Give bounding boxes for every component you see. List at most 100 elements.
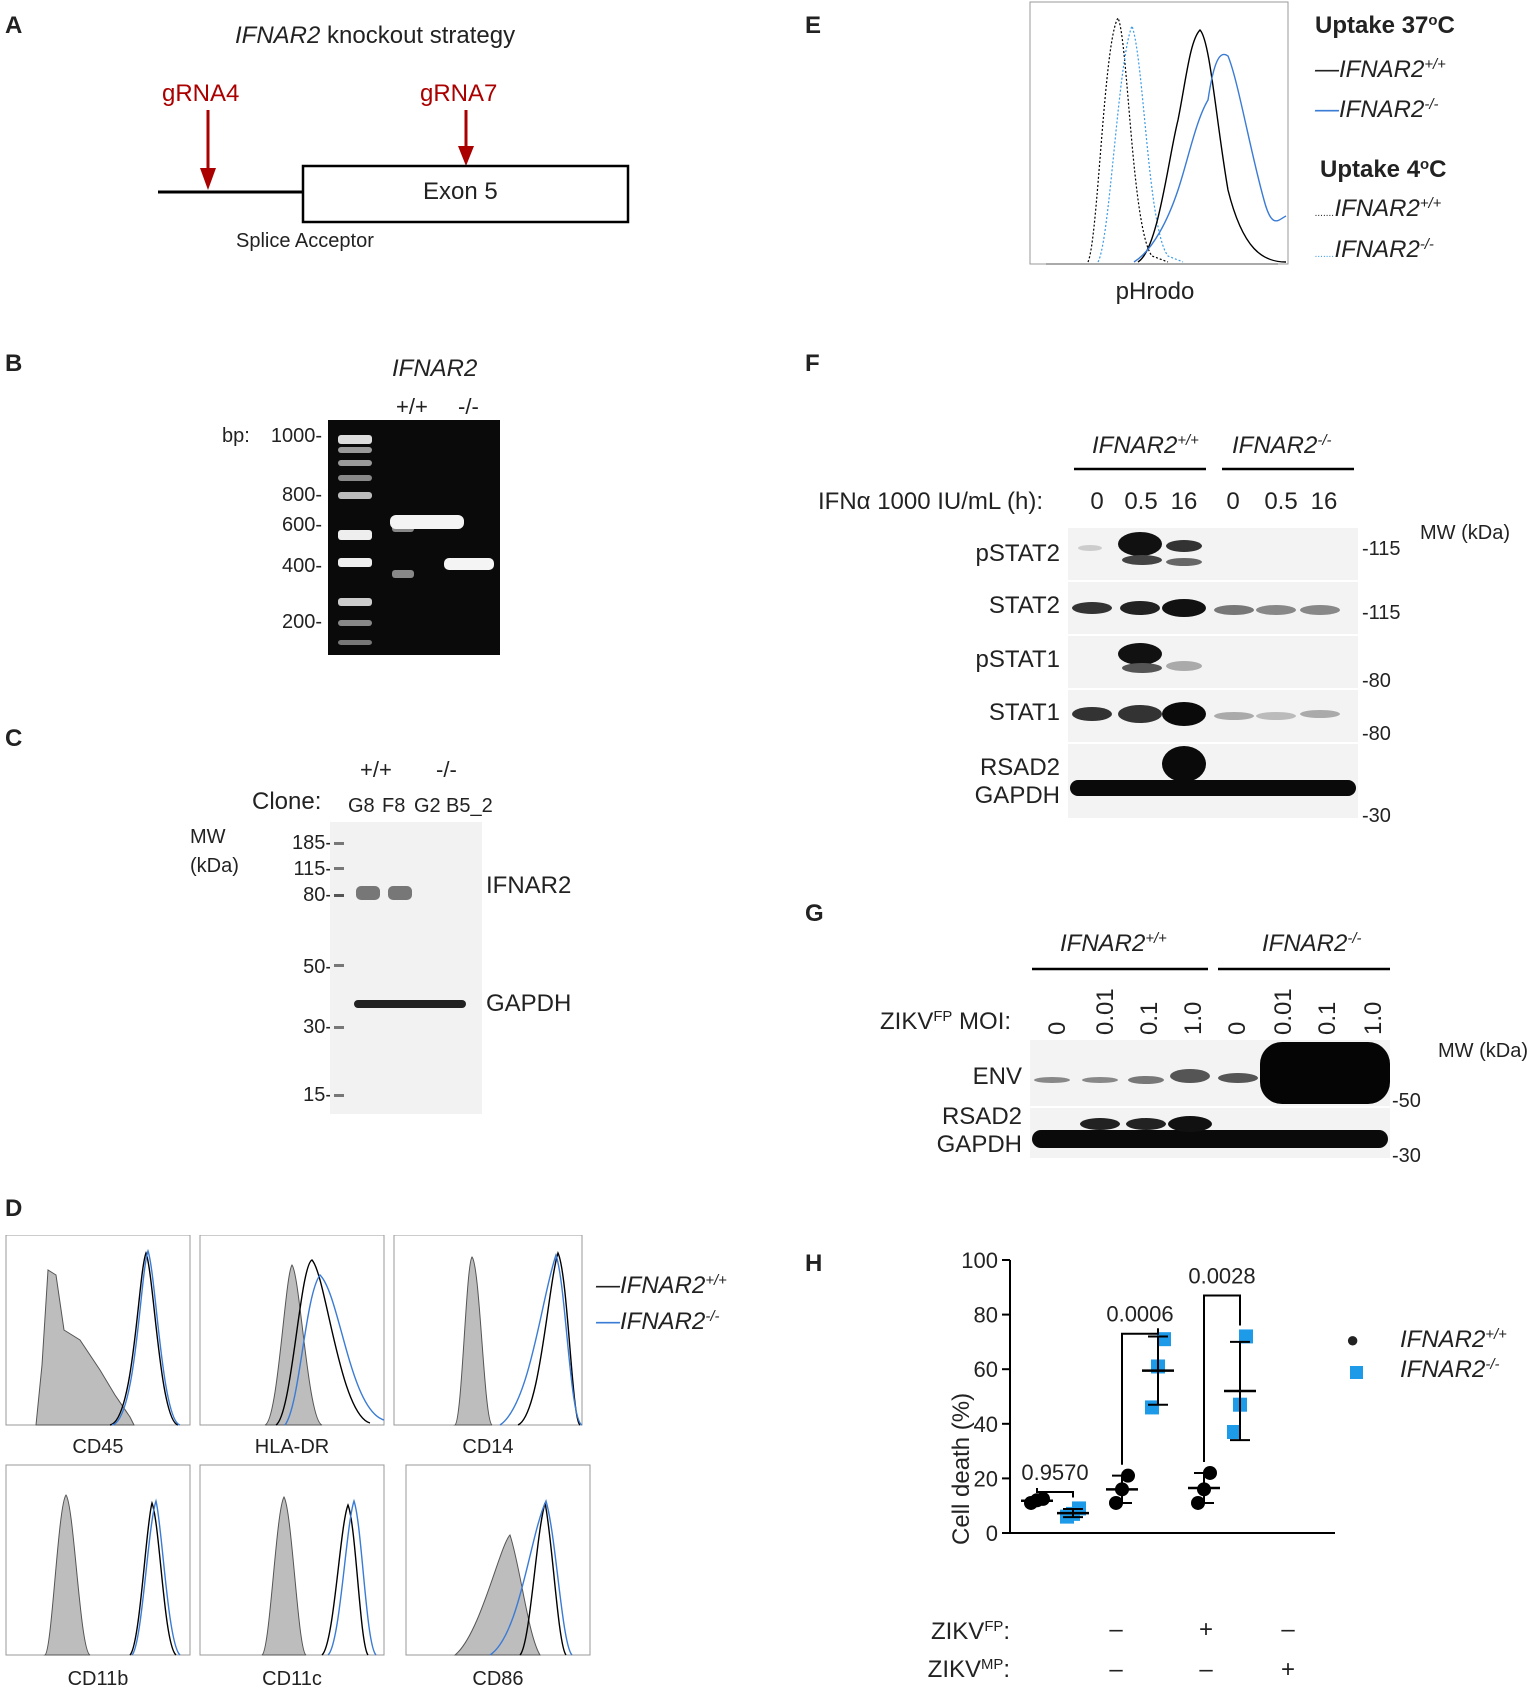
legend-e-4-ko: .......IFNAR2-/-: [1315, 236, 1434, 264]
grna7-label: gRNA7: [420, 80, 498, 107]
time-label: 0.5: [1124, 488, 1158, 515]
legend-h-ko-gene: IFNAR2: [1400, 1356, 1486, 1383]
cell-death-chart: 0 20 40 60 80 100 0.9570 0.0006 0.0028: [961, 1248, 1335, 1546]
blot-row-label: STAT1: [988, 699, 1060, 726]
mw-label-f: MW (kDa): [1420, 522, 1510, 544]
clone-name: B5_2: [446, 795, 493, 817]
row2-sign: –: [1109, 1656, 1123, 1683]
marker-label: CD45: [72, 1436, 124, 1458]
moi-label-suffix: MOI:: [952, 1008, 1012, 1035]
exon5-label: Exon 5: [423, 178, 498, 205]
legend-d-ko-sup: -/-: [705, 1308, 720, 1325]
marker-label: HLA-DR: [254, 1436, 330, 1458]
y-tick-label: 20: [974, 1466, 998, 1491]
mw-marker: 115-: [293, 858, 332, 880]
grna4-arrowhead: [200, 168, 216, 190]
legend-d-wt-line: —: [596, 1272, 620, 1299]
significance-bracket: [1121, 1328, 1159, 1465]
legend-d-wt-gene: IFNAR2: [620, 1272, 706, 1299]
group-g-wt: IFNAR2+/+: [1060, 930, 1167, 958]
gel-band-ko: [444, 558, 494, 570]
moi-value: 0: [1224, 1021, 1251, 1035]
blot-row-label: GAPDH: [974, 782, 1060, 809]
heading-4-unit: C: [1429, 156, 1447, 183]
row1-sign: +: [1198, 1616, 1213, 1643]
moi-value: 0.01: [1092, 988, 1119, 1035]
panel-a-title: IFNAR2 knockout strategy: [235, 22, 515, 50]
gapdh-band: [354, 1000, 466, 1008]
blot-row-label: RSAD2: [941, 1103, 1022, 1130]
chart-axes: 0 20 40 60 80 100: [961, 1248, 1335, 1546]
marker-label: CD11c: [262, 1668, 322, 1690]
row1-virus: ZIKV: [930, 1618, 985, 1645]
group-g-ko: IFNAR2-/-: [1262, 930, 1361, 958]
mw-mark-f: -115: [1362, 602, 1401, 624]
gel-gene-label: IFNAR2: [392, 355, 478, 382]
legend-h-wt-text: IFNAR2+/+: [1400, 1326, 1507, 1354]
blot-row-label: GAPDH: [936, 1131, 1022, 1158]
grna7-arrowhead: [458, 146, 474, 166]
histogram-cd11b: [5, 1464, 191, 1656]
panel-a-title-text: knockout strategy: [320, 22, 516, 49]
western-blot-c: [330, 822, 482, 1114]
row1-suffix: :: [1003, 1618, 1010, 1645]
row2-sign: –: [1199, 1656, 1213, 1683]
group-f-ko: IFNAR2-/-: [1232, 432, 1331, 460]
panel-label-c: C: [5, 725, 23, 752]
legend-d-wt-sup: +/+: [705, 1272, 727, 1289]
time-label: 16: [1170, 488, 1198, 515]
heading-4-text: Uptake 4: [1320, 156, 1421, 183]
p-value-label: 0.9570: [1021, 1460, 1088, 1485]
mw-mark-f: -30: [1362, 805, 1391, 827]
legend-e-4-ko-gene: IFNAR2: [1334, 236, 1420, 263]
group-f-wt-sup: +/+: [1177, 432, 1199, 449]
moi-label: ZIKVFP MOI:: [880, 1008, 1011, 1036]
legend-e-37-ko-sup: -/-: [1424, 96, 1439, 113]
y-tick-label: 60: [974, 1357, 998, 1382]
time-label: 0: [1090, 488, 1104, 515]
blot-row-label: STAT2: [988, 592, 1060, 619]
clone-name: G8: [348, 795, 375, 817]
kda-label-c: (kDa): [190, 855, 239, 877]
panel-label-e: E: [805, 12, 822, 39]
flow-histograms: [5, 1235, 591, 1656]
bp-marker: 200-: [281, 611, 322, 633]
legend-h-wt-marker: ●: [1346, 1327, 1360, 1352]
blot-row-label: RSAD2: [979, 754, 1060, 781]
ifn-treatment-label: IFNα 1000 IU/mL (h):: [818, 488, 1044, 515]
ifnar2-band: [356, 886, 380, 900]
legend-h-ko-marker: [1350, 1366, 1363, 1379]
chart-marks: 0.9570 0.0006 0.0028: [1021, 1263, 1256, 1524]
mw-mark-f: -115: [1362, 538, 1401, 560]
phrodo-histogram: [1029, 1, 1289, 265]
y-tick-label: 0: [986, 1521, 998, 1546]
gene-diagram: [158, 110, 630, 224]
mw-label-g: MW (kDa): [1438, 1040, 1528, 1062]
mw-marker: 80-: [303, 884, 332, 906]
p-value-label: 0.0006: [1106, 1302, 1173, 1327]
row1-sup: FP: [984, 1618, 1004, 1635]
moi-value: 0.1: [1136, 1001, 1163, 1035]
splice-acceptor-label: Splice Acceptor: [236, 230, 374, 252]
group-g-wt-sup: +/+: [1145, 930, 1167, 947]
marker-label: CD86: [472, 1668, 524, 1690]
legend-d-ko-line: —: [596, 1308, 620, 1335]
panel-label-f: F: [805, 350, 820, 377]
row1-sign: –: [1281, 1616, 1295, 1643]
histogram-cd14: [393, 1235, 583, 1426]
moi-value: 1.0: [1180, 1001, 1207, 1035]
marker-label: CD11b: [67, 1668, 129, 1690]
time-label: 0: [1226, 488, 1240, 515]
group-f-ko-gene: IFNAR2: [1232, 432, 1318, 459]
panel-label-d: D: [5, 1195, 23, 1222]
time-label: 0.5: [1264, 488, 1298, 515]
panel-label-g: G: [805, 900, 824, 927]
legend-e-37-ko: —IFNAR2-/-: [1315, 96, 1438, 124]
gel-lane-ko: -/-: [458, 394, 479, 419]
legend-e-heading-37: Uptake 37oC: [1315, 12, 1455, 40]
y-tick-label: 100: [961, 1248, 998, 1273]
time-label: 16: [1310, 488, 1338, 515]
moi-value: 0.01: [1270, 988, 1297, 1035]
grna4-label: gRNA4: [162, 80, 240, 107]
mw-mark-f: -80: [1362, 723, 1391, 745]
